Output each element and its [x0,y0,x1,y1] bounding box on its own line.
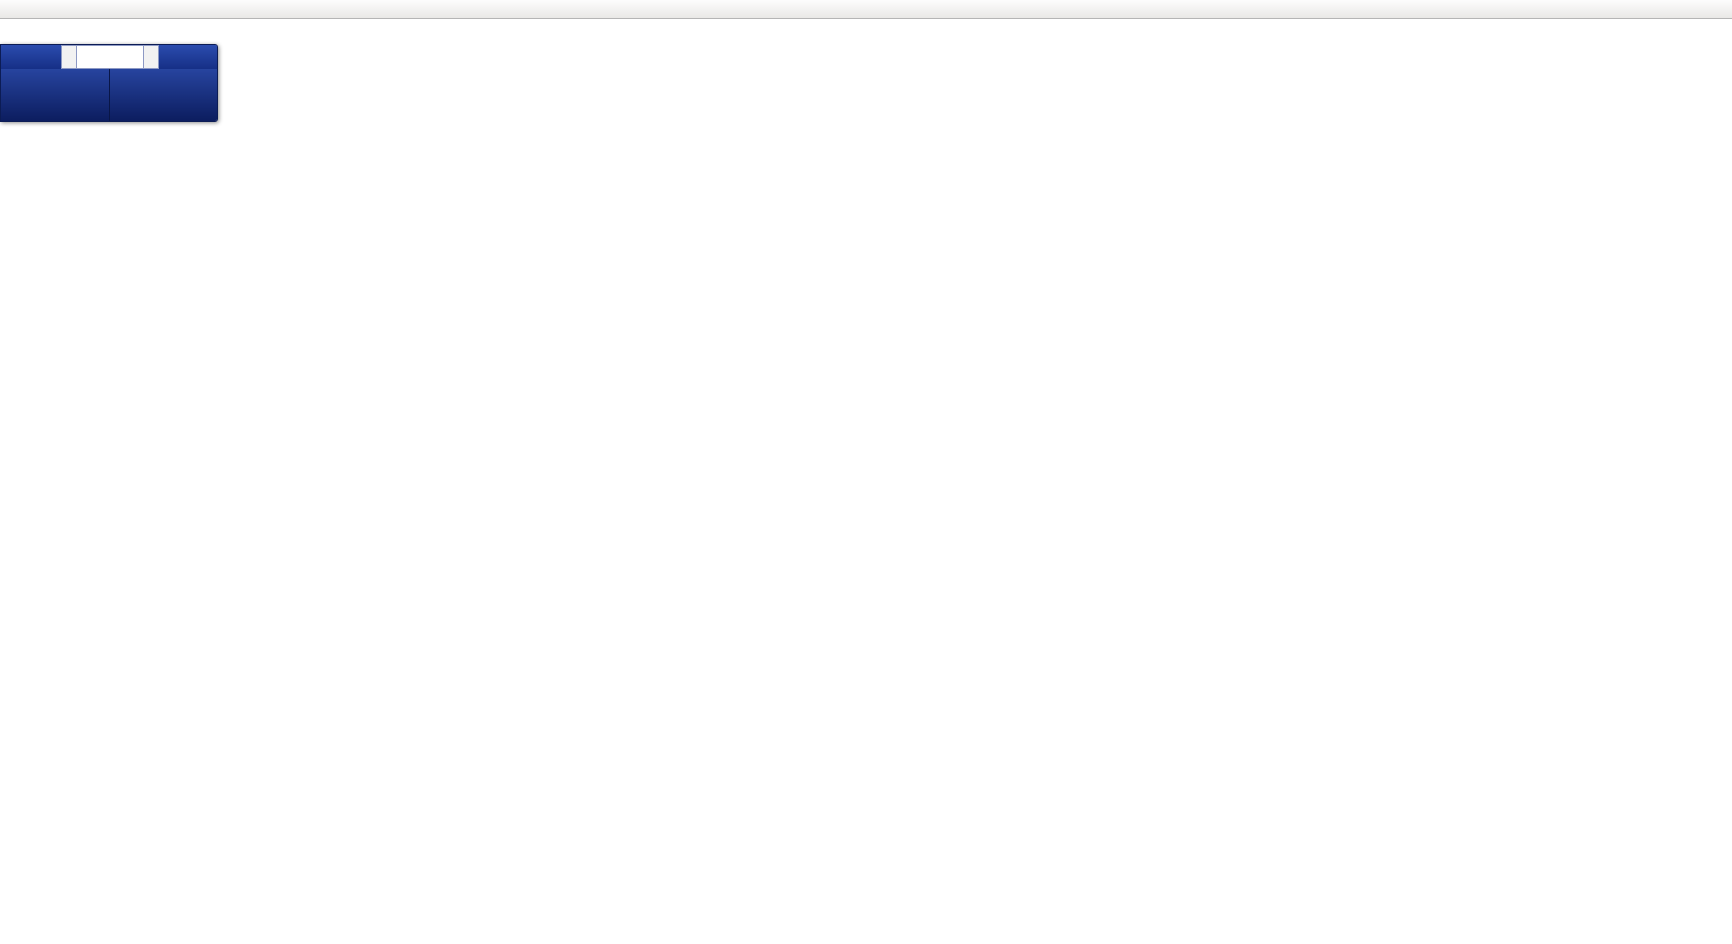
one-click-trading-panel [0,44,218,122]
trade-panel-top-row [1,45,217,69]
toolbar [0,0,1732,19]
sell-button[interactable] [1,45,61,69]
macd-indicator-label [6,587,16,599]
chart-title [6,23,12,35]
bid-price[interactable] [1,69,109,121]
volume-input[interactable] [77,45,143,69]
price-divider [108,69,110,121]
ask-price[interactable] [110,69,218,121]
buy-button[interactable] [159,45,217,69]
rsi-indicator-label [6,757,11,769]
volume-increase-button[interactable] [143,45,159,69]
volume-decrease-button[interactable] [61,45,77,69]
trade-panel-price-row [1,69,217,121]
